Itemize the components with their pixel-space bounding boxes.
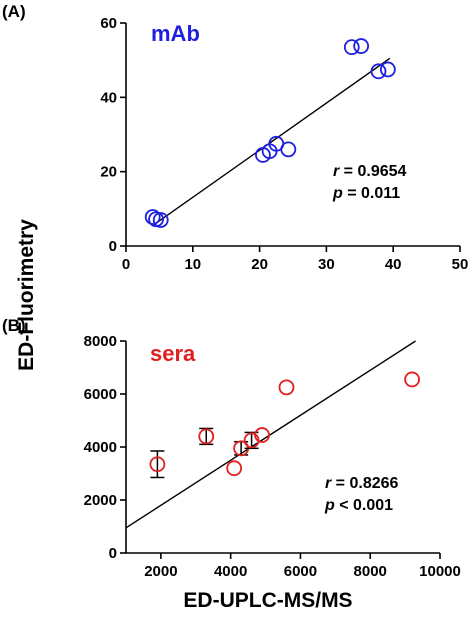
x-axis-title: ED-UPLC-MS/MS xyxy=(183,589,352,612)
panel-a-data-point xyxy=(353,38,370,54)
panel-a-label: (A) xyxy=(2,2,26,21)
panel-b-x-tick-label: 10000 xyxy=(419,563,461,580)
panel-a-x-tick-label: 50 xyxy=(452,256,469,273)
panel-b-fit-line xyxy=(125,340,416,529)
panel-a-x-tick-label: 20 xyxy=(251,256,268,273)
panel-b-y-tick-label: 8000 xyxy=(84,333,117,350)
panel-b-x-tick-label: 4000 xyxy=(214,563,247,580)
panel-a-data-point xyxy=(379,61,396,78)
y-axis-title: ED-Fluorimetry xyxy=(15,219,38,371)
panel-a-y-tick-label: 20 xyxy=(100,164,117,181)
panel-a-data-point xyxy=(343,39,360,56)
panel-a: (A) mAb r = 0.9654 p = 0.011 0 10 20 30 40 50… xyxy=(2,2,468,273)
panel-b: (B) sera r = 0.8266 p < 0.001 2000 4000 60… xyxy=(2,316,461,580)
panel-b-data-point xyxy=(404,371,420,388)
panel-b-x-tick-label: 6000 xyxy=(284,563,317,580)
panel-b-p-stat: p < 0.001 xyxy=(324,497,393,514)
panel-b-r-stat: r = 0.8266 xyxy=(325,475,399,492)
panel-a-y-tick-label: 40 xyxy=(100,89,117,106)
panel-b-series-name: sera xyxy=(150,341,196,366)
panel-b-label: (B) xyxy=(2,316,26,335)
panel-b-data-point xyxy=(149,456,166,473)
panel-a-x-tick-label: 30 xyxy=(318,256,335,273)
panel-a-x-tick-label: 10 xyxy=(184,256,201,273)
panel-a-p-stat: p = 0.011 xyxy=(332,185,400,202)
panel-a-series-name: mAb xyxy=(151,21,200,46)
panel-b-y-tick-label: 4000 xyxy=(84,439,117,456)
panel-b-x-tick-label: 2000 xyxy=(144,563,177,580)
panel-a-data-point xyxy=(370,63,387,80)
panel-a-x-tick-label: 0 xyxy=(122,256,130,273)
panel-b-data-point xyxy=(278,379,295,396)
panel-b-y-tick-label: 2000 xyxy=(84,492,117,509)
panel-a-y-tick-label: 0 xyxy=(109,238,117,255)
panel-a-x-tick-label: 40 xyxy=(385,256,402,273)
panel-b-data-point xyxy=(254,427,270,443)
panel-a-r-stat: r = 0.9654 xyxy=(333,163,407,180)
panel-a-fit-line xyxy=(152,57,391,227)
panel-b-y-tick-label: 0 xyxy=(109,545,117,562)
panel-b-x-tick-label: 8000 xyxy=(354,563,387,580)
panel-a-data-point xyxy=(144,209,161,225)
panel-a-data-point xyxy=(152,212,169,228)
panel-a-y-tick-label: 60 xyxy=(100,15,117,32)
panel-b-y-tick-label: 6000 xyxy=(84,386,117,403)
panel-b-data-point xyxy=(198,428,215,445)
panel-a-data-point xyxy=(280,141,297,158)
panel-b-data-point xyxy=(226,460,243,477)
